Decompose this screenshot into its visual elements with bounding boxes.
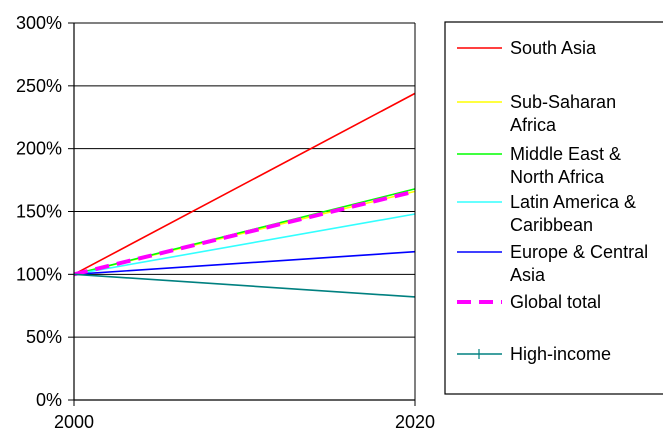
y-tick-label: 150% bbox=[16, 202, 62, 222]
y-tick-label: 250% bbox=[16, 76, 62, 96]
legend-label-high-income: High-income bbox=[510, 344, 611, 364]
legend-label-south-asia: South Asia bbox=[510, 38, 597, 58]
series-line-middle-east-north-africa bbox=[73, 188, 416, 276]
y-tick-label: 200% bbox=[16, 139, 62, 159]
y-tick-label: 50% bbox=[26, 327, 62, 347]
y-tick-label: 300% bbox=[16, 13, 62, 33]
series-line-latin-america-caribbean bbox=[73, 213, 416, 276]
series-line-europe-central-asia bbox=[73, 250, 416, 276]
legend-box bbox=[444, 21, 663, 395]
y-tick-label: 0% bbox=[36, 390, 62, 410]
legend-label-global-total: Global total bbox=[510, 292, 601, 312]
legend-label-sub-saharan-africa: Sub-Saharan Africa bbox=[510, 92, 616, 135]
series-line-high-income bbox=[73, 273, 416, 298]
x-tick-label: 2020 bbox=[395, 412, 435, 432]
legend-label-europe-central-asia: Europe & Central Asia bbox=[510, 242, 648, 285]
legend-label-middle-east-north-africa: Middle East & North Africa bbox=[510, 144, 621, 187]
x-tick-label: 2000 bbox=[54, 412, 94, 432]
y-tick-label: 100% bbox=[16, 264, 62, 284]
legend-label-latin-america-caribbean: Latin America & Caribbean bbox=[510, 192, 636, 235]
series-line-global-total bbox=[73, 189, 416, 277]
series-line-south-asia bbox=[73, 92, 416, 276]
